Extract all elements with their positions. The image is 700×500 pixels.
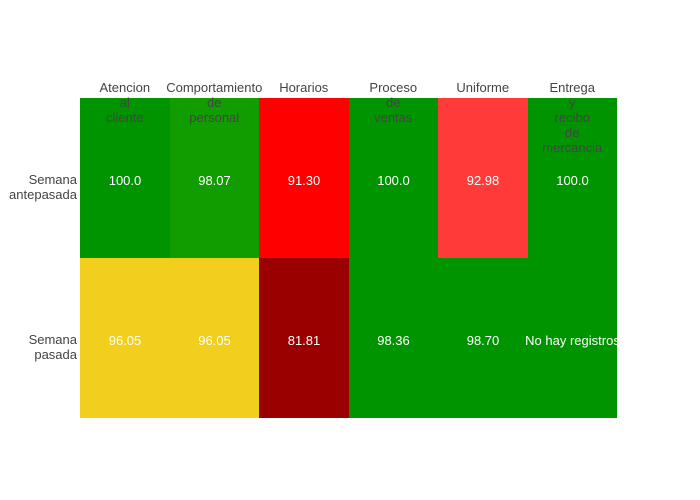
heatmap-cell-r2c1[interactable]: 96.05 — [80, 258, 170, 418]
x-axis-label-line: Atencion — [99, 80, 151, 95]
x-axis-label-line: personal — [189, 110, 240, 125]
heatmap-cell-r1c5[interactable]: 92.98 — [438, 98, 528, 258]
x-axis-label-5: Uniforme — [456, 80, 509, 95]
x-axis-label-line: Horarios — [279, 80, 329, 95]
cell-value: 98.36 — [377, 332, 410, 348]
y-axis-label-line: pasada — [34, 347, 77, 362]
x-axis-label-4: Proceso de ventas — [369, 80, 417, 125]
y-axis-label-line: Semana — [28, 172, 77, 187]
cell-value: 100.0 — [377, 172, 410, 188]
x-axis-label-line: ventas — [374, 110, 413, 125]
cell-value: No hay registros — [525, 332, 620, 348]
y-axis-label-line: Semana — [28, 332, 77, 347]
x-axis-label-line: Uniforme — [456, 80, 510, 95]
cell-value: 92.98 — [466, 172, 500, 188]
y-axis-label-1: Semana antepasada — [9, 172, 77, 202]
y-axis-label-2: Semana pasada — [29, 332, 77, 362]
x-axis-label-line: recibo — [554, 110, 590, 125]
x-axis-label-line: mercancia — [542, 140, 603, 155]
x-axis-label-1: Atencion al cliente — [99, 80, 150, 125]
x-axis-label-line: al — [119, 95, 130, 110]
heatmap-cell-r1c2[interactable]: 98.07 — [170, 98, 259, 258]
heatmap-cell-r1c3[interactable]: 91.30 — [259, 98, 349, 258]
cell-value: 98.07 — [198, 172, 231, 188]
x-axis-label-6: Entrega y recibo de mercancia — [542, 80, 602, 155]
cell-value: 96.05 — [108, 332, 142, 348]
x-axis-label-line: de — [207, 95, 222, 110]
cell-value: 81.81 — [287, 332, 321, 348]
heatmap-cell-r1c4[interactable]: 100.0 — [349, 98, 438, 258]
x-axis-label-3: Horarios — [279, 80, 328, 95]
cell-value: 91.30 — [287, 172, 321, 188]
cell-value: 100.0 — [556, 172, 589, 188]
heatmap-cell-r2c5[interactable]: 98.70 — [438, 258, 528, 418]
x-axis-label-line: Proceso — [369, 80, 418, 95]
heatmap-cell-r2c2[interactable]: 96.05 — [170, 258, 259, 418]
x-axis-label-2: Comportamiento de personal — [166, 80, 262, 125]
cell-value: 100.0 — [108, 172, 142, 188]
x-axis-label-line: de — [565, 125, 580, 140]
heatmap-cell-r2c6[interactable]: No hay registros — [525, 258, 620, 418]
x-axis-label-line: Comportamiento — [166, 80, 263, 95]
heatmap-cell-r2c3[interactable]: 81.81 — [259, 258, 349, 418]
x-axis-label-line: y — [569, 95, 576, 110]
heatmap-cell-r1c1[interactable]: 100.0 — [80, 98, 170, 258]
y-axis-label-line: antepasada — [9, 187, 77, 202]
x-axis-label-line: Entrega — [549, 80, 596, 95]
heatmap-cell-r2c4[interactable]: 98.36 — [349, 258, 438, 418]
cell-value: 96.05 — [198, 332, 231, 348]
heatmap-plot: 100.0 98.07 91.30 100.0 92.98 100.0 96.05 96.05… — [80, 98, 620, 418]
heatmap-cell-r1c6[interactable]: 100.0 — [528, 98, 617, 258]
cell-value: 98.70 — [466, 332, 500, 348]
x-axis-label-line: cliente — [105, 110, 144, 125]
x-axis-label-line: de — [386, 95, 401, 110]
